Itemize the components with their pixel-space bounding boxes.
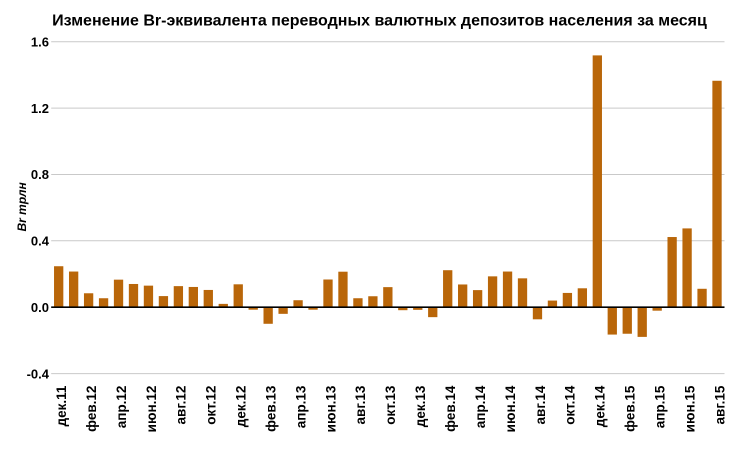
svg-text:авг.15: авг.15 xyxy=(712,385,727,424)
svg-text:апр.12: апр.12 xyxy=(114,386,129,429)
svg-text:июн.15: июн.15 xyxy=(682,385,697,432)
svg-text:фев.12: фев.12 xyxy=(84,386,99,432)
svg-text:окт.13: окт.13 xyxy=(383,385,398,425)
svg-text:апр.13: апр.13 xyxy=(293,385,308,428)
svg-text:0.8: 0.8 xyxy=(31,167,49,182)
svg-text:апр.15: апр.15 xyxy=(653,385,668,428)
svg-text:фев.13: фев.13 xyxy=(264,385,279,432)
svg-text:дек.12: дек.12 xyxy=(234,386,249,428)
svg-text:фев.14: фев.14 xyxy=(443,385,458,432)
svg-text:-0.4: -0.4 xyxy=(27,366,50,381)
svg-text:окт.14: окт.14 xyxy=(563,385,578,425)
svg-text:авг.13: авг.13 xyxy=(353,385,368,424)
svg-text:дек.11: дек.11 xyxy=(54,385,69,426)
svg-text:июн.14: июн.14 xyxy=(503,385,518,432)
svg-text:фев.15: фев.15 xyxy=(623,385,638,432)
svg-text:1.6: 1.6 xyxy=(31,35,49,50)
svg-text:июн.12: июн.12 xyxy=(144,386,159,433)
svg-text:дек.13: дек.13 xyxy=(413,385,428,427)
svg-text:авг.14: авг.14 xyxy=(533,385,548,424)
svg-text:окт.12: окт.12 xyxy=(204,386,219,425)
svg-text:0.4: 0.4 xyxy=(31,234,50,249)
svg-text:апр.14: апр.14 xyxy=(473,385,488,428)
svg-text:авг.12: авг.12 xyxy=(174,386,189,425)
svg-text:дек.14: дек.14 xyxy=(593,385,608,427)
svg-text:Br трлн: Br трлн xyxy=(15,182,29,232)
svg-text:июн.13: июн.13 xyxy=(323,385,338,432)
svg-text:1.2: 1.2 xyxy=(31,101,49,116)
svg-text:0.0: 0.0 xyxy=(31,300,49,315)
svg-text:Изменение Br-эквивалента перев: Изменение Br-эквивалента переводных валю… xyxy=(52,13,707,30)
